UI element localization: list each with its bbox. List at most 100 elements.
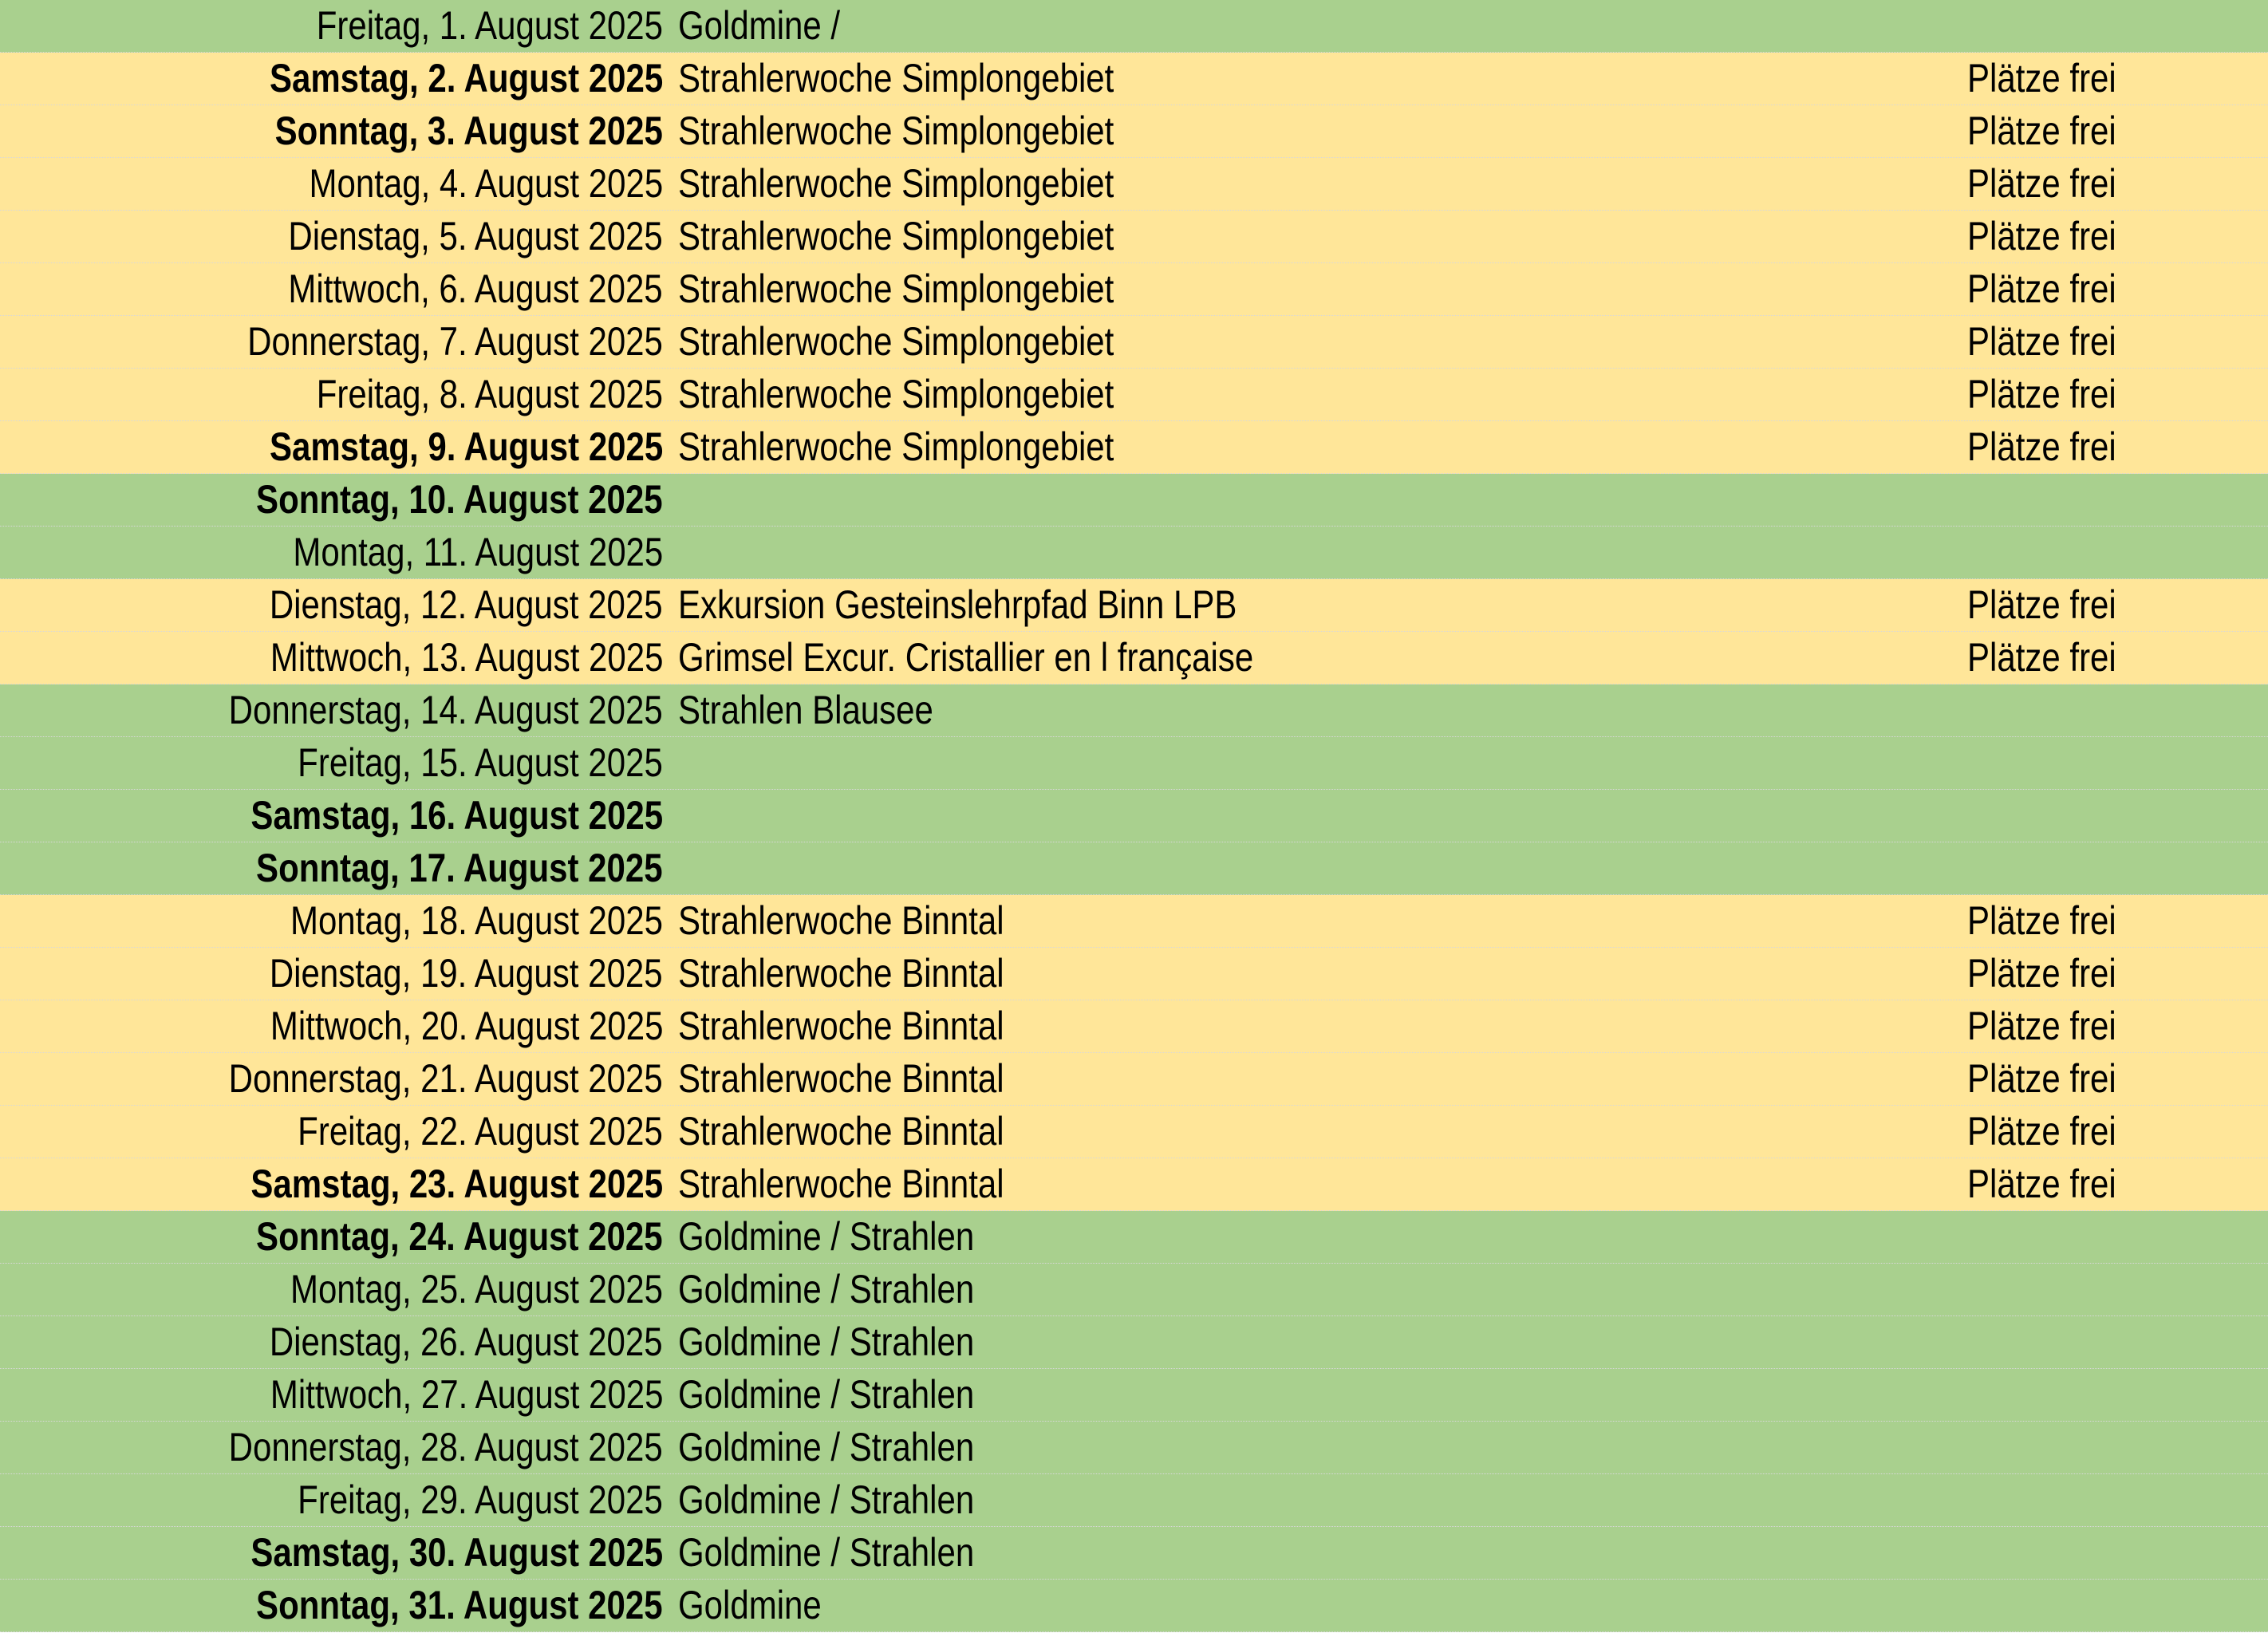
table-row: Freitag, 8. August 2025 Strahlerwoche Sim… [0, 369, 2268, 422]
date-cell: Mittwoch, 13. August 2025 [270, 635, 663, 680]
date-cell: Donnerstag, 14. August 2025 [228, 688, 663, 733]
status-cell: Plätze frei [1967, 266, 2116, 312]
table-row: Montag, 4. August 2025 Strahlerwoche Simp… [0, 158, 2268, 211]
table-row: Samstag, 9. August 2025 Strahlerwoche Sim… [0, 421, 2268, 475]
event-cell: Exkursion Gesteinslehrpfad Binn LPB [678, 582, 1237, 628]
date-cell: Donnerstag, 7. August 2025 [247, 319, 663, 365]
date-cell: Freitag, 1. August 2025 [316, 3, 663, 48]
event-cell: Goldmine / Strahlen [678, 1372, 975, 1418]
status-cell: Plätze frei [1967, 1004, 2116, 1049]
date-cell: Sonntag, 10. August 2025 [256, 477, 663, 523]
table-row: Donnerstag, 21. August 2025 Strahlerwoche… [0, 1053, 2268, 1106]
event-cell: Strahlerwoche Simplongebiet [678, 56, 1114, 101]
event-cell: Strahlerwoche Binntal [678, 1056, 1004, 1102]
date-cell: Samstag, 23. August 2025 [250, 1162, 663, 1207]
date-cell: Donnerstag, 21. August 2025 [228, 1056, 663, 1102]
status-cell: Plätze frei [1967, 372, 2116, 417]
status-cell: Plätze frei [1967, 56, 2116, 101]
event-cell: Strahlerwoche Binntal [678, 1162, 1004, 1207]
event-cell: Strahlerwoche Simplongebiet [678, 108, 1114, 154]
status-cell: Plätze frei [1967, 161, 2116, 207]
event-cell: Strahlerwoche Simplongebiet [678, 266, 1114, 312]
date-cell: Sonntag, 3. August 2025 [274, 108, 663, 154]
table-row: Freitag, 15. August 2025 [0, 737, 2268, 791]
date-cell: Mittwoch, 6. August 2025 [288, 266, 663, 312]
event-cell: Strahlerwoche Simplongebiet [678, 319, 1114, 365]
table-row: Dienstag, 26. August 2025 Goldmine / Stra… [0, 1316, 2268, 1370]
table-row: Montag, 11. August 2025 [0, 527, 2268, 580]
table-row: Freitag, 1. August 2025 Goldmine / [0, 0, 2268, 53]
date-cell: Montag, 25. August 2025 [290, 1267, 663, 1312]
date-cell: Sonntag, 24. August 2025 [256, 1214, 663, 1260]
table-row: Dienstag, 19. August 2025 Strahlerwoche B… [0, 948, 2268, 1001]
date-cell: Samstag, 2. August 2025 [269, 56, 663, 101]
event-cell: Strahlerwoche Simplongebiet [678, 424, 1114, 470]
event-cell: Strahlerwoche Simplongebiet [678, 372, 1114, 417]
date-cell: Mittwoch, 20. August 2025 [270, 1004, 663, 1049]
event-cell: Strahlerwoche Simplongebiet [678, 214, 1114, 259]
event-cell: Goldmine / Strahlen [678, 1530, 975, 1576]
date-cell: Montag, 11. August 2025 [293, 530, 663, 575]
date-cell: Donnerstag, 28. August 2025 [228, 1425, 663, 1470]
table-row: Donnerstag, 14. August 2025 Strahlen Blau… [0, 684, 2268, 738]
event-cell: Goldmine / [678, 3, 841, 48]
table-row: Freitag, 22. August 2025 Strahlerwoche Bi… [0, 1106, 2268, 1159]
event-cell: Goldmine / Strahlen [678, 1477, 975, 1523]
status-cell: Plätze frei [1967, 1162, 2116, 1207]
status-cell: Plätze frei [1967, 319, 2116, 365]
table-row: Sonntag, 31. August 2025 Goldmine [0, 1580, 2268, 1633]
event-cell: Goldmine / Strahlen [678, 1425, 975, 1470]
table-row: Sonntag, 17. August 2025 [0, 842, 2268, 896]
table-row: Mittwoch, 20. August 2025 Strahlerwoche B… [0, 1000, 2268, 1054]
status-cell: Plätze frei [1967, 1056, 2116, 1102]
event-cell: Goldmine / Strahlen [678, 1267, 975, 1312]
table-row: Dienstag, 12. August 2025 Exkursion Geste… [0, 579, 2268, 633]
table-row: Samstag, 30. August 2025 Goldmine / Strah… [0, 1527, 2268, 1580]
date-cell: Freitag, 15. August 2025 [298, 740, 663, 786]
status-cell: Plätze frei [1967, 582, 2116, 628]
table-row: Donnerstag, 7. August 2025 Strahlerwoche … [0, 316, 2268, 369]
status-cell: Plätze frei [1967, 214, 2116, 259]
table-row: Sonntag, 3. August 2025 Strahlerwoche Sim… [0, 105, 2268, 159]
status-cell: Plätze frei [1967, 635, 2116, 680]
status-cell: Plätze frei [1967, 951, 2116, 996]
table-row: Montag, 25. August 2025 Goldmine / Strahl… [0, 1264, 2268, 1317]
date-cell: Mittwoch, 27. August 2025 [270, 1372, 663, 1418]
date-cell: Freitag, 8. August 2025 [316, 372, 663, 417]
event-cell: Strahlerwoche Simplongebiet [678, 161, 1114, 207]
status-cell: Plätze frei [1967, 898, 2116, 944]
table-row: Samstag, 2. August 2025 Strahlerwoche Sim… [0, 53, 2268, 106]
date-cell: Sonntag, 17. August 2025 [256, 846, 663, 891]
event-cell: Strahlerwoche Binntal [678, 951, 1004, 996]
date-cell: Freitag, 29. August 2025 [298, 1477, 663, 1523]
event-cell: Goldmine / Strahlen [678, 1214, 975, 1260]
table-row: Dienstag, 5. August 2025 Strahlerwoche Si… [0, 211, 2268, 264]
event-cell: Strahlerwoche Binntal [678, 1109, 1004, 1154]
event-cell: Strahlen Blausee [678, 688, 933, 733]
table-row: Samstag, 23. August 2025 Strahlerwoche Bi… [0, 1158, 2268, 1212]
date-cell: Dienstag, 5. August 2025 [288, 214, 663, 259]
table-row: Freitag, 29. August 2025 Goldmine / Strah… [0, 1474, 2268, 1528]
table-row: Montag, 18. August 2025 Strahlerwoche Bin… [0, 895, 2268, 949]
event-cell: Goldmine / Strahlen [678, 1319, 975, 1365]
date-cell: Samstag, 9. August 2025 [269, 424, 663, 470]
date-cell: Dienstag, 12. August 2025 [270, 582, 663, 628]
event-cell: Strahlerwoche Binntal [678, 898, 1004, 944]
table-row: Mittwoch, 27. August 2025 Goldmine / Stra… [0, 1369, 2268, 1422]
event-cell: Strahlerwoche Binntal [678, 1004, 1004, 1049]
date-cell: Montag, 4. August 2025 [309, 161, 663, 207]
table-row: Donnerstag, 28. August 2025 Goldmine / St… [0, 1422, 2268, 1475]
table-row: Mittwoch, 13. August 2025 Grimsel Excur. … [0, 632, 2268, 685]
date-cell: Freitag, 22. August 2025 [298, 1109, 663, 1154]
date-cell: Samstag, 16. August 2025 [250, 793, 663, 838]
date-cell: Samstag, 30. August 2025 [250, 1530, 663, 1576]
event-cell: Goldmine [678, 1583, 822, 1628]
date-cell: Montag, 18. August 2025 [290, 898, 663, 944]
table-row: Mittwoch, 6. August 2025 Strahlerwoche Si… [0, 263, 2268, 317]
table-row: Sonntag, 10. August 2025 [0, 474, 2268, 527]
date-cell: Sonntag, 31. August 2025 [256, 1583, 663, 1628]
status-cell: Plätze frei [1967, 108, 2116, 154]
status-cell: Plätze frei [1967, 424, 2116, 470]
table-row: Sonntag, 24. August 2025 Goldmine / Strah… [0, 1211, 2268, 1264]
